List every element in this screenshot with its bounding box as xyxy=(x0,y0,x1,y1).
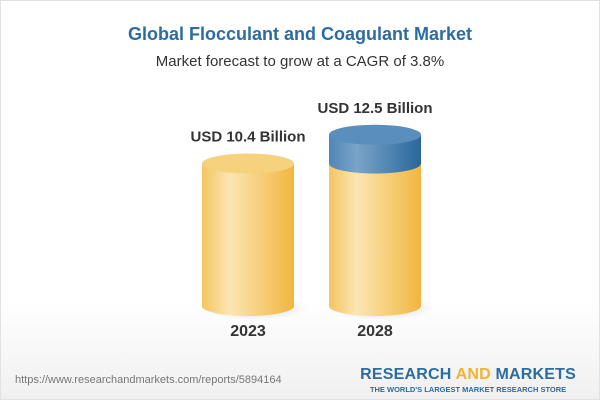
cylinder-top-2028 xyxy=(329,124,421,145)
data-label: USD 12.5 Billion xyxy=(317,100,432,117)
cylinder-body-2028 xyxy=(329,134,421,316)
chart-subtitle: Market forecast to grow at a CAGR of 3.8… xyxy=(155,53,445,70)
chart-title: Global Flocculant and Coagulant Market xyxy=(127,24,473,44)
research-and-markets-logo: RESEARCH AND MARKETS THE WORLD'S LARGEST… xyxy=(360,366,576,394)
category-label: 2028 xyxy=(357,323,393,340)
cylinder-body-2023 xyxy=(202,163,294,316)
category-label: 2023 xyxy=(230,323,266,340)
source-url[interactable]: https://www.researchandmarkets.com/repor… xyxy=(15,374,282,386)
data-label: USD 10.4 Billion xyxy=(190,129,305,146)
growth-segment-2028 xyxy=(329,134,421,174)
cylinder-top-2023 xyxy=(202,153,294,174)
